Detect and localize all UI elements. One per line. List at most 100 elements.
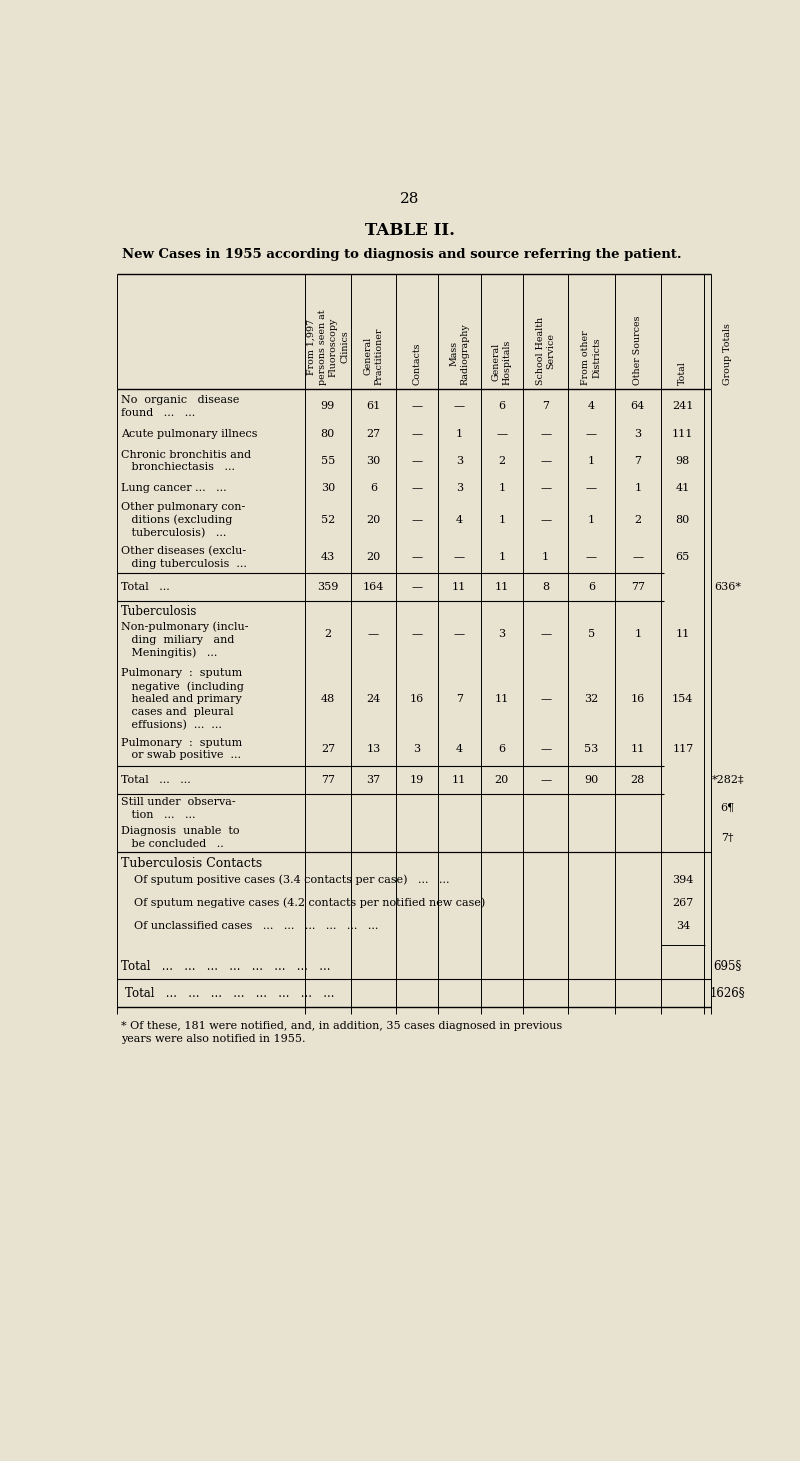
Text: —: — [411,628,422,638]
Text: 267: 267 [672,899,694,907]
Text: Other diseases (exclu-
   ding tuberculosis  ...: Other diseases (exclu- ding tuberculosis… [121,546,246,568]
Text: 32: 32 [584,694,598,704]
Text: 55: 55 [321,456,335,466]
Text: 48: 48 [321,694,335,704]
Text: Total   ...   ...   ...   ...   ...   ...   ...   ...: Total ... ... ... ... ... ... ... ... [125,986,334,999]
Text: —: — [496,430,507,440]
Text: 28: 28 [630,774,645,785]
Text: —: — [586,484,597,492]
Text: —: — [586,552,597,562]
Text: 8: 8 [542,583,549,592]
Text: —: — [540,694,551,704]
Text: From other
Districts: From other Districts [582,330,602,384]
Text: 7: 7 [456,694,462,704]
Text: Contacts: Contacts [413,342,422,384]
Text: 13: 13 [366,744,381,754]
Text: 3: 3 [456,484,462,492]
Text: 117: 117 [672,744,694,754]
Text: —: — [411,430,422,440]
Text: 1626§: 1626§ [710,986,746,999]
Text: 34: 34 [676,920,690,931]
Text: —: — [586,430,597,440]
Text: 20: 20 [366,514,381,524]
Text: 37: 37 [366,774,381,785]
Text: 4: 4 [456,744,462,754]
Text: —: — [454,552,465,562]
Text: —: — [540,774,551,785]
Text: 20: 20 [494,774,509,785]
Text: —: — [411,552,422,562]
Text: —: — [540,628,551,638]
Text: 20: 20 [366,552,381,562]
Text: 636*: 636* [714,583,742,592]
Text: 3: 3 [456,456,462,466]
Text: General
Practitioner: General Practitioner [363,327,384,384]
Text: —: — [540,456,551,466]
Text: Other Sources: Other Sources [634,316,642,384]
Text: 11: 11 [452,583,466,592]
Text: Tuberculosis Contacts: Tuberculosis Contacts [121,856,262,869]
Text: 6: 6 [370,484,377,492]
Text: 43: 43 [321,552,335,562]
Text: —: — [632,552,643,562]
Text: Of sputum positive cases (3.4 contacts per case)   ...   ...: Of sputum positive cases (3.4 contacts p… [134,875,450,885]
Text: 111: 111 [672,430,694,440]
Text: 27: 27 [366,430,381,440]
Text: —: — [540,744,551,754]
Text: 1: 1 [634,484,642,492]
Text: 241: 241 [672,402,694,412]
Text: 154: 154 [672,694,694,704]
Text: 695§: 695§ [714,960,742,973]
Text: 53: 53 [584,744,598,754]
Text: 1: 1 [588,456,595,466]
Text: —: — [411,456,422,466]
Text: 77: 77 [631,583,645,592]
Text: 90: 90 [584,774,598,785]
Text: Other pulmonary con-
   ditions (excluding
   tuberculosis)   ...: Other pulmonary con- ditions (excluding … [121,501,245,538]
Text: —: — [368,628,379,638]
Text: 164: 164 [363,583,384,592]
Text: —: — [411,402,422,412]
Text: —: — [454,402,465,412]
Text: 80: 80 [676,514,690,524]
Text: Mass
Radiography: Mass Radiography [449,323,470,384]
Text: Pulmonary  :  sputum
   or swab positive  ...: Pulmonary : sputum or swab positive ... [121,738,242,760]
Text: 24: 24 [366,694,381,704]
Text: 1: 1 [634,628,642,638]
Text: Chronic bronchitis and
   bronchiectasis   ...: Chronic bronchitis and bronchiectasis ..… [121,450,251,472]
Text: 19: 19 [410,774,424,785]
Text: New Cases in 1955 according to diagnosis and source referring the patient.: New Cases in 1955 according to diagnosis… [122,248,682,262]
Text: Tuberculosis: Tuberculosis [121,605,198,618]
Text: 1: 1 [542,552,549,562]
Text: —: — [411,514,422,524]
Text: 6: 6 [588,583,595,592]
Text: 99: 99 [321,402,335,412]
Text: —: — [411,583,422,592]
Text: 11: 11 [452,774,466,785]
Text: TABLE II.: TABLE II. [365,222,455,238]
Text: Of sputum negative cases (4.2 contacts per notified new case): Of sputum negative cases (4.2 contacts p… [134,897,486,909]
Text: 16: 16 [630,694,645,704]
Text: 1: 1 [456,430,462,440]
Text: Group Totals: Group Totals [723,323,732,384]
Text: 1: 1 [498,514,506,524]
Text: Total   ...: Total ... [121,583,170,592]
Text: 77: 77 [321,774,335,785]
Text: *282‡: *282‡ [711,774,744,785]
Text: * Of these, 181 were notified, and, in addition, 35 cases diagnosed in previous
: * Of these, 181 were notified, and, in a… [121,1021,562,1045]
Text: 1: 1 [498,552,506,562]
Text: 1: 1 [588,514,595,524]
Text: 394: 394 [672,875,694,885]
Text: 16: 16 [410,694,424,704]
Text: 28: 28 [400,193,420,206]
Text: 98: 98 [676,456,690,466]
Text: Acute pulmonary illneсs: Acute pulmonary illneсs [121,430,258,440]
Text: 7: 7 [634,456,642,466]
Text: 359: 359 [317,583,338,592]
Text: 2: 2 [634,514,642,524]
Text: 4: 4 [588,402,595,412]
Text: 3: 3 [414,744,421,754]
Text: Diagnosis  unable  to
   be concluded   ..: Diagnosis unable to be concluded .. [121,825,239,849]
Text: 52: 52 [321,514,335,524]
Text: 3: 3 [498,628,506,638]
